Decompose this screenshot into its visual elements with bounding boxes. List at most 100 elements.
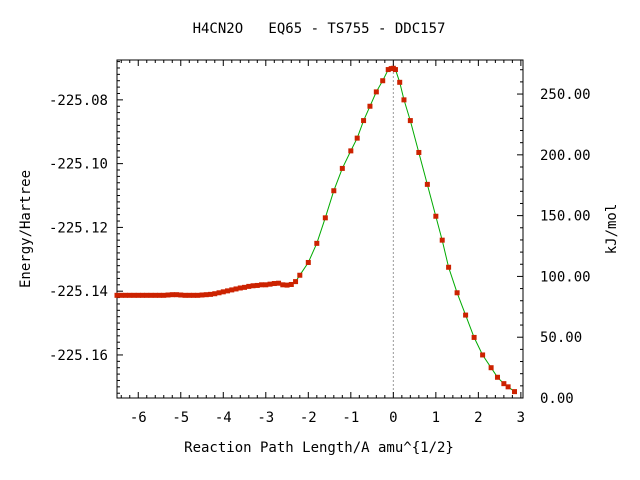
energy-point xyxy=(454,290,460,296)
y-tick-label: -225.14 xyxy=(49,284,108,300)
energy-point xyxy=(480,352,486,358)
energy-point xyxy=(488,365,494,371)
energy-point xyxy=(131,292,137,298)
energy-point xyxy=(446,264,452,270)
energy-point xyxy=(361,118,367,124)
energy-point xyxy=(165,292,171,298)
energy-point xyxy=(380,78,386,84)
plot-frame xyxy=(116,59,524,399)
y2-tick-label: 200.00 xyxy=(540,148,591,164)
energy-point xyxy=(157,292,163,298)
energy-point xyxy=(367,103,373,109)
y2-tick-label: 0.00 xyxy=(540,391,574,407)
x-tick-label: -6 xyxy=(130,410,147,426)
energy-point xyxy=(144,292,150,298)
y-tick-label: -225.08 xyxy=(49,93,108,109)
energy-curve-line xyxy=(117,67,515,392)
energy-point xyxy=(182,292,188,298)
x-tick-label: 1 xyxy=(432,410,440,426)
energy-point xyxy=(433,213,439,219)
y2-tick-label: 100.00 xyxy=(540,269,591,285)
energy-point xyxy=(127,292,133,298)
y2-axis-label: kJ/mol xyxy=(604,204,620,255)
energy-point xyxy=(259,282,265,288)
energy-point xyxy=(331,188,337,194)
energy-point xyxy=(463,312,469,318)
x-tick-label: -2 xyxy=(300,410,317,426)
energy-point xyxy=(373,89,379,95)
energy-point xyxy=(225,288,231,294)
energy-point xyxy=(199,292,205,298)
y2-tick-label: 150.00 xyxy=(540,209,591,225)
energy-point xyxy=(501,381,507,387)
y-tick-label: -225.12 xyxy=(49,220,108,236)
energy-point xyxy=(271,281,277,287)
energy-point xyxy=(392,67,398,73)
energy-point xyxy=(229,287,235,293)
energy-point xyxy=(135,292,141,298)
energy-point xyxy=(246,283,252,289)
energy-point xyxy=(288,281,294,287)
energy-point xyxy=(348,148,354,154)
energy-point xyxy=(250,283,256,289)
x-tick-label: 2 xyxy=(474,410,482,426)
energy-point xyxy=(195,292,201,298)
energy-point xyxy=(439,237,445,243)
energy-point xyxy=(220,289,226,295)
y-tick-label: -225.10 xyxy=(49,157,108,173)
energy-point xyxy=(354,135,360,141)
energy-point xyxy=(203,292,209,298)
x-tick-label: 3 xyxy=(517,410,525,426)
energy-point xyxy=(276,280,282,286)
y-tick-label: -225.16 xyxy=(49,348,108,364)
x-axis-label: Reaction Path Length/A amu^{1/2} xyxy=(184,440,454,456)
energy-point xyxy=(152,292,158,298)
energy-point xyxy=(174,292,180,298)
energy-point xyxy=(416,149,422,155)
energy-point xyxy=(118,292,124,298)
energy-point xyxy=(314,240,320,246)
energy-point xyxy=(401,97,407,103)
energy-point xyxy=(305,259,311,265)
y2-tick-label: 250.00 xyxy=(540,87,591,103)
energy-point xyxy=(237,285,243,291)
y-tick-labels: -225.08 -225.10 -225.12 -225.14 -225.16 xyxy=(49,93,108,364)
axis-ticks xyxy=(117,60,523,399)
energy-point xyxy=(123,292,129,298)
x-tick-label: -5 xyxy=(172,410,189,426)
x-tick-label: 0 xyxy=(389,410,397,426)
energy-point xyxy=(208,291,214,297)
energy-point xyxy=(471,334,477,340)
energy-point xyxy=(140,292,146,298)
energy-point xyxy=(397,79,403,85)
energy-point xyxy=(169,292,175,298)
energy-point xyxy=(280,282,286,288)
energy-point xyxy=(267,281,273,287)
energy-point xyxy=(178,292,184,298)
x-tick-label: -3 xyxy=(257,410,274,426)
energy-point xyxy=(161,292,167,298)
energy-point xyxy=(424,181,430,187)
x-tick-label: -4 xyxy=(215,410,232,426)
energy-point xyxy=(212,291,218,297)
x-tick-label: -1 xyxy=(342,410,359,426)
chart-title: H4CN2O EQ65 - TS755 - DDC157 xyxy=(193,21,446,37)
energy-point xyxy=(297,272,303,278)
energy-point xyxy=(148,292,154,298)
energy-point xyxy=(494,374,500,380)
energy-point xyxy=(191,292,197,298)
energy-point xyxy=(216,290,222,296)
energy-point xyxy=(505,384,511,390)
y-axis-label: Energy/Hartree xyxy=(18,170,34,288)
x-tick-labels: -6 -5 -4 -3 -2 -1 0 1 2 3 xyxy=(130,410,525,426)
energy-point xyxy=(254,282,260,288)
energy-points xyxy=(114,65,517,395)
energy-point xyxy=(293,279,299,285)
energy-point xyxy=(233,286,239,292)
energy-point xyxy=(322,215,328,221)
energy-point xyxy=(407,118,413,124)
energy-point xyxy=(114,292,120,298)
y2-tick-label: 50.00 xyxy=(540,330,582,346)
energy-point xyxy=(339,165,345,171)
